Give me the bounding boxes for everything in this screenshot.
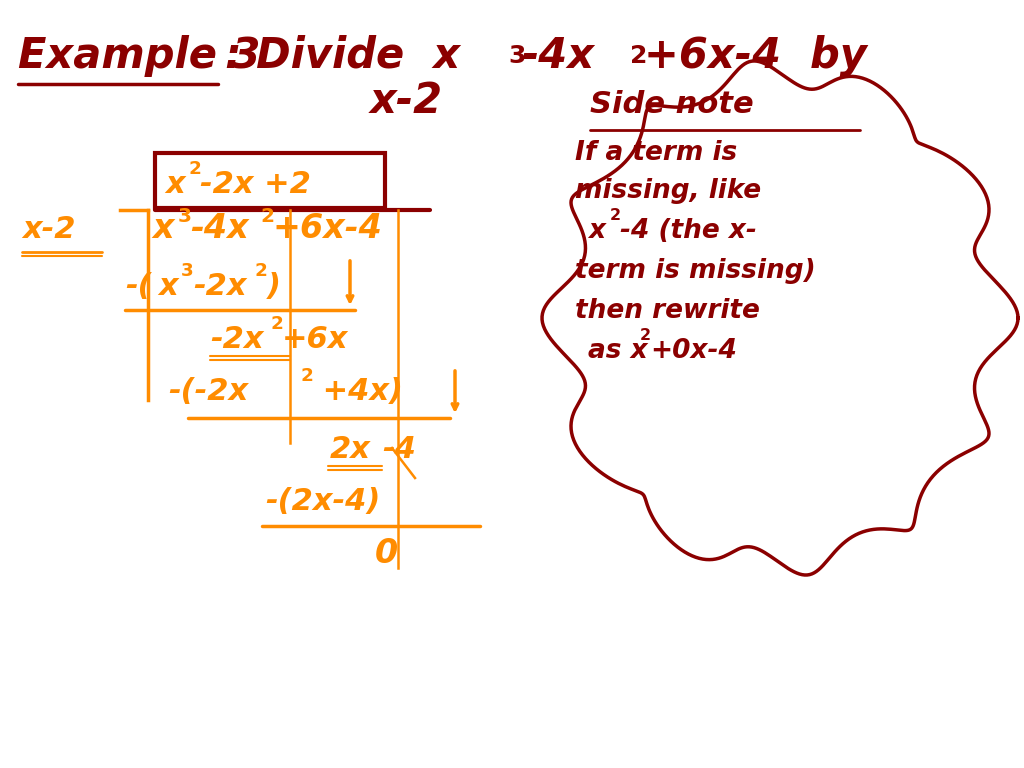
- Text: term is missing): term is missing): [575, 258, 816, 284]
- Text: 3: 3: [508, 44, 525, 68]
- Text: missing, like: missing, like: [575, 178, 761, 204]
- Text: as x: as x: [588, 338, 647, 364]
- Text: x: x: [152, 212, 173, 245]
- Text: Example 3: Example 3: [18, 35, 260, 77]
- Text: 2: 2: [188, 160, 201, 178]
- Text: 2: 2: [255, 262, 268, 280]
- Text: 2: 2: [260, 207, 274, 226]
- Text: 2: 2: [270, 315, 283, 333]
- Text: x: x: [165, 170, 184, 199]
- Text: 2x: 2x: [330, 435, 371, 464]
- Text: x: x: [588, 218, 605, 244]
- Text: 2: 2: [610, 208, 621, 223]
- Text: +0x-4: +0x-4: [650, 338, 737, 364]
- Text: -(2x-4): -(2x-4): [265, 487, 380, 516]
- Text: 2: 2: [640, 328, 651, 343]
- Text: +4x): +4x): [312, 377, 403, 406]
- Bar: [155, 153, 385, 208]
- Text: -2x: -2x: [210, 325, 263, 354]
- Text: x-2: x-2: [370, 80, 443, 122]
- Text: -(: -(: [125, 272, 152, 301]
- Text: x: x: [158, 272, 177, 301]
- Text: 2: 2: [630, 44, 647, 68]
- Text: -4 (the x-: -4 (the x-: [620, 218, 757, 244]
- Text: -2x: -2x: [193, 272, 247, 301]
- Text: +6x-4: +6x-4: [272, 212, 382, 245]
- Text: x-2: x-2: [22, 215, 76, 244]
- Text: -4: -4: [382, 435, 416, 464]
- Text: -(-2x: -(-2x: [168, 377, 248, 406]
- Text: Side note: Side note: [590, 90, 754, 119]
- Text: : Divide  x: : Divide x: [225, 35, 460, 77]
- Text: -4x: -4x: [190, 212, 249, 245]
- Text: 3: 3: [181, 262, 194, 280]
- Text: +6x-4  by: +6x-4 by: [644, 35, 867, 77]
- Text: 2: 2: [300, 367, 313, 385]
- Text: ): ): [267, 272, 281, 301]
- Text: 3: 3: [178, 207, 193, 226]
- Text: +6x: +6x: [282, 325, 348, 354]
- Text: 0: 0: [375, 537, 398, 570]
- Text: If a term is: If a term is: [575, 140, 737, 166]
- Text: then rewrite: then rewrite: [575, 298, 760, 324]
- Text: -4x: -4x: [522, 35, 595, 77]
- Text: -2x +2: -2x +2: [200, 170, 311, 199]
